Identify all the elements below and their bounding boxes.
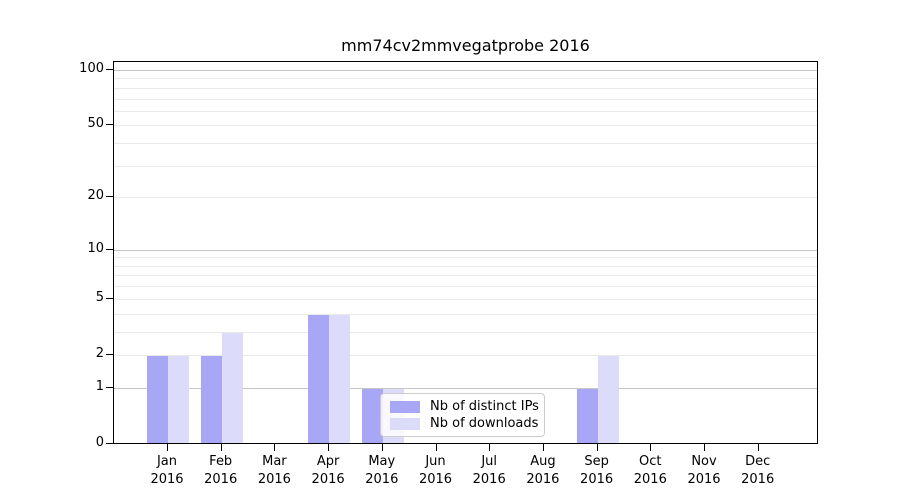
x-tick-mark: [381, 444, 383, 451]
y-gridline-minor: [114, 331, 817, 333]
x-tick-mark: [220, 444, 222, 451]
y-tick-mark: [106, 196, 113, 198]
x-tick-label: Jul 2016: [472, 454, 506, 487]
bar-distinct-ips: [361, 388, 383, 443]
y-tick-label: 20: [87, 188, 104, 204]
y-tick-mark: [106, 248, 113, 250]
legend-item-downloads: Nb of downloads: [390, 415, 539, 432]
chart-title: mm74cv2mmvegatprobe 2016: [341, 36, 590, 55]
y-gridline-minor: [114, 125, 817, 127]
x-tick-mark: [704, 444, 705, 451]
bar-distinct-ips: [576, 388, 598, 443]
y-gridline-minor: [114, 78, 817, 80]
y-tick-label: 1: [95, 378, 104, 394]
plot-area: [113, 61, 818, 444]
y-tick-label: 2: [95, 345, 104, 361]
x-tick-label: May 2016: [365, 454, 399, 487]
x-tick-label: Feb 2016: [204, 454, 238, 487]
x-tick-label: Dec 2016: [741, 454, 775, 487]
bar-distinct-ips: [308, 314, 330, 443]
bar-downloads: [597, 355, 619, 443]
y-gridline-minor: [114, 298, 817, 300]
y-gridline-minor: [114, 313, 817, 315]
x-tick-mark: [489, 444, 491, 451]
x-tick-label: Apr 2016: [311, 454, 345, 487]
x-tick-mark: [435, 444, 437, 451]
y-tick-mark: [106, 297, 113, 299]
bar-downloads: [329, 314, 351, 443]
y-tick-mark: [106, 386, 113, 388]
legend-item-distinct-ips: Nb of distinct IPs: [390, 398, 539, 415]
legend-swatch-downloads-icon: [390, 417, 420, 430]
y-tick-mark: [106, 124, 113, 126]
y-tick-label: 5: [95, 289, 104, 305]
x-tick-mark: [650, 444, 652, 451]
bar-downloads: [221, 332, 243, 443]
x-tick-mark: [274, 444, 276, 451]
y-gridline-major: [114, 70, 817, 71]
bar-distinct-ips: [147, 355, 168, 443]
y-gridline-minor: [114, 354, 817, 356]
x-tick-label: Oct 2016: [633, 454, 667, 487]
legend-label-downloads: Nb of downloads: [430, 416, 539, 431]
legend: Nb of distinct IPs Nb of downloads: [380, 393, 545, 437]
y-gridline-minor: [114, 110, 817, 112]
y-tick-label: 50: [87, 116, 104, 132]
y-tick-mark: [106, 443, 113, 444]
y-gridline-minor: [114, 197, 817, 199]
y-tick-mark: [106, 353, 113, 355]
legend-swatch-distinct-ips-icon: [390, 400, 420, 413]
x-tick-label: Jun 2016: [418, 454, 453, 487]
x-tick-mark: [596, 444, 598, 451]
x-tick-mark: [167, 444, 168, 451]
y-gridline-minor: [114, 143, 817, 145]
y-gridline-minor: [114, 257, 817, 259]
y-tick-mark: [106, 69, 113, 70]
y-gridline-minor: [114, 286, 817, 288]
y-tick-label: 10: [87, 240, 104, 256]
x-tick-mark: [542, 444, 544, 451]
y-tick-label: 100: [79, 61, 104, 76]
y-gridline-major: [114, 387, 817, 389]
y-gridline-minor: [114, 265, 817, 267]
y-gridline-minor: [114, 87, 817, 89]
x-tick-label: Aug 2016: [526, 454, 560, 487]
x-tick-label: Jan 2016: [150, 454, 184, 487]
x-tick-label: Mar 2016: [257, 454, 291, 487]
legend-label-distinct-ips: Nb of distinct IPs: [430, 399, 539, 414]
x-tick-label: Nov 2016: [687, 454, 721, 487]
x-tick-label: Sep 2016: [580, 454, 614, 487]
y-gridline-minor: [114, 98, 817, 100]
x-tick-mark: [757, 444, 759, 451]
y-gridline-major: [114, 249, 817, 251]
y-tick-label: 0: [95, 435, 104, 450]
y-gridline-minor: [114, 165, 817, 167]
bar-downloads: [168, 355, 189, 443]
y-gridline-minor: [114, 275, 817, 277]
x-tick-mark: [328, 444, 330, 451]
bar-distinct-ips: [200, 355, 222, 443]
